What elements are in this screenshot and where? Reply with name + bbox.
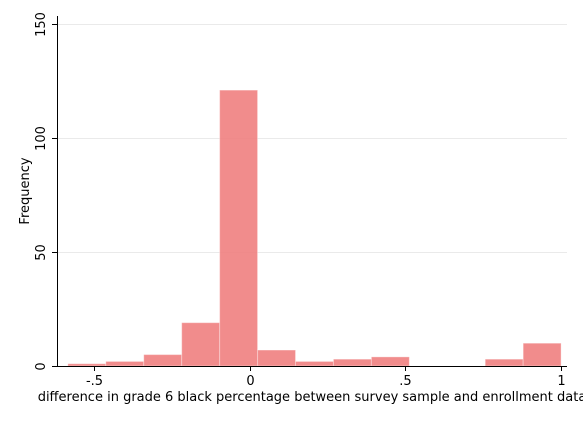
y-tick-label: 0 [34, 362, 49, 370]
x-tick-label: 0 [246, 374, 254, 389]
ticks-layer: 0 50 100 150 -.5 0 .5 1 [34, 12, 566, 389]
histogram-bar [257, 349, 297, 367]
histogram-bar [181, 322, 221, 367]
y-tick-label: 50 [34, 244, 49, 261]
x-tick-label: 1 [557, 374, 565, 389]
x-tick-label: .5 [399, 374, 411, 389]
grid-layer [57, 24, 567, 253]
bars-layer [67, 89, 562, 367]
histogram-bar [332, 358, 372, 367]
histogram-bar [522, 342, 562, 367]
x-tick-label: -.5 [86, 374, 103, 389]
y-tick-label: 150 [34, 12, 49, 37]
histogram-bar [295, 360, 334, 367]
histogram-bar [67, 363, 107, 367]
histogram-bar [484, 358, 524, 367]
histogram-bar [370, 356, 410, 367]
histogram-bar [219, 89, 259, 367]
y-tick-label: 100 [34, 126, 49, 151]
axes-layer [57, 16, 567, 367]
histogram-bar [105, 360, 145, 367]
histogram-bar [143, 354, 183, 367]
x-axis-title: difference in grade 6 black percentage b… [38, 390, 583, 405]
y-axis-title: Frequency [18, 157, 33, 224]
